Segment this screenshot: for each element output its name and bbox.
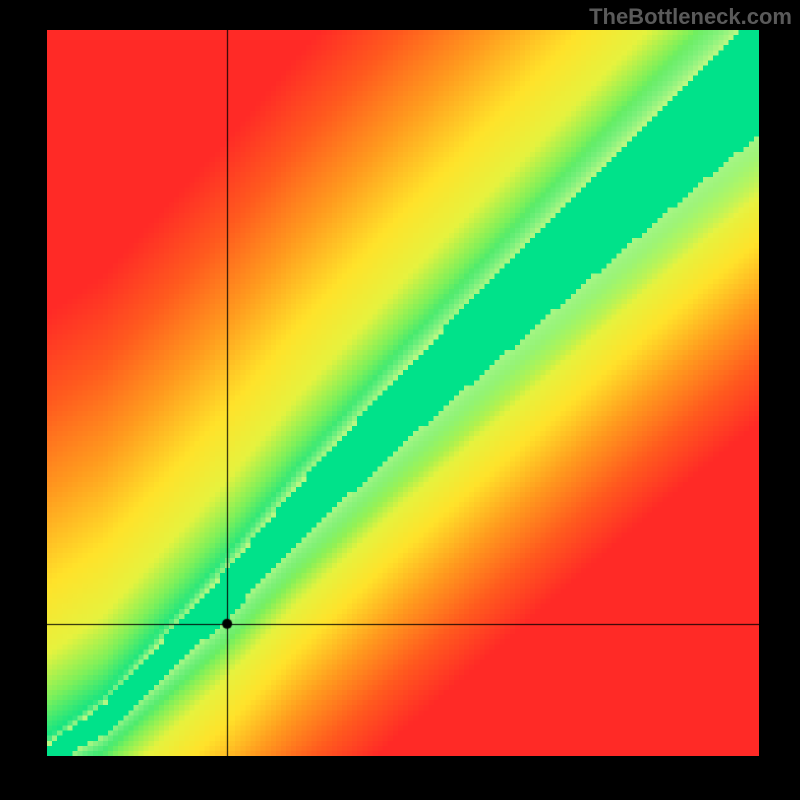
watermark-text: TheBottleneck.com <box>589 4 792 30</box>
heatmap-plot <box>47 30 759 756</box>
chart-container: TheBottleneck.com <box>0 0 800 800</box>
